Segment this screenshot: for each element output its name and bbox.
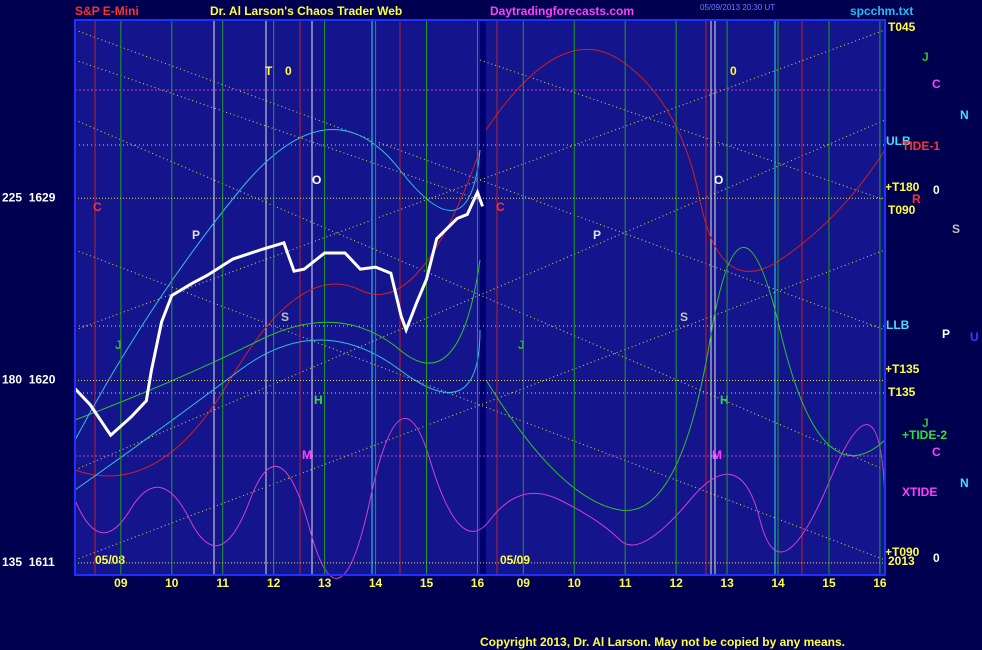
chart-title: Dr. Al Larson's Chaos Trader Web	[210, 4, 402, 18]
annotation: O	[714, 173, 723, 187]
annotation: M	[712, 448, 722, 462]
x-tick-label: 16	[471, 576, 485, 590]
price-line	[73, 188, 484, 438]
x-tick-label: 13	[720, 576, 734, 590]
side-letter: J	[922, 416, 929, 430]
x-tick-label: 16	[873, 576, 887, 590]
band-line	[74, 129, 481, 441]
oscillator	[74, 417, 886, 579]
annotation: M	[302, 448, 312, 462]
tide-line	[74, 247, 886, 512]
x-tick-label: 12	[669, 576, 683, 590]
side-letter: N	[960, 476, 969, 490]
x-tick-label: 12	[267, 576, 281, 590]
x-tick-label: 13	[318, 576, 332, 590]
annotation: H	[720, 393, 729, 407]
annotation: T	[265, 64, 273, 78]
y-tick-label: 180 1620	[2, 373, 56, 387]
level-label: +T135	[885, 362, 920, 376]
diagonal	[74, 249, 886, 561]
x-tick-label: 09	[114, 576, 128, 590]
annotation: C	[496, 200, 505, 214]
overlay-lines	[74, 20, 886, 579]
side-letter: R	[912, 192, 921, 206]
side-letter: N	[960, 108, 969, 122]
day-gap	[480, 20, 486, 575]
side-letter: 0	[933, 183, 940, 197]
side-letter: C	[932, 77, 941, 91]
x-tick-label: 10	[165, 576, 179, 590]
annotation: 0	[285, 64, 292, 78]
annotation: C	[93, 200, 102, 214]
y-tick-label: 225 1629	[2, 190, 56, 204]
annotation: S	[281, 310, 289, 324]
x-tick-label: 10	[568, 576, 582, 590]
annotation: 0	[730, 64, 737, 78]
y-tick-label: 135 1611	[2, 555, 55, 569]
annotation: J	[115, 338, 122, 352]
plot-border	[74, 19, 886, 576]
x-tick-label: 14	[369, 576, 383, 590]
level-label: +TIDE-2	[902, 428, 947, 442]
date-label: 05/08	[95, 553, 125, 567]
tide-line	[74, 48, 886, 477]
annotation: J	[518, 338, 525, 352]
level-label: TIDE-1	[902, 139, 940, 153]
level-label: LLB	[886, 318, 910, 332]
level-label: XTIDE	[902, 485, 937, 499]
side-letter: 0	[933, 551, 940, 565]
level-label: T045	[888, 20, 916, 34]
level-label: 2013	[888, 554, 915, 568]
annotation: S	[680, 310, 688, 324]
x-tick-label: 09	[517, 576, 531, 590]
x-tick-label: 11	[216, 576, 229, 590]
x-tick-label: 14	[771, 576, 785, 590]
annotation: O	[312, 173, 321, 187]
level-label: +T090	[885, 545, 920, 559]
annotation: P	[192, 228, 200, 242]
timestamp: 05/09/2013 20:30 UT	[700, 3, 775, 12]
level-label: +T180	[885, 180, 920, 194]
x-tick-label: 15	[420, 576, 434, 590]
side-letter: P	[942, 327, 950, 341]
side-letter: U	[970, 330, 979, 344]
side-letter: J	[922, 50, 929, 64]
date-label: 05/09	[500, 553, 530, 567]
level-label: T135	[888, 385, 916, 399]
file-name: spcchm.txt	[850, 4, 913, 18]
site: Daytradingforecasts.com	[490, 4, 634, 18]
side-letter: C	[932, 445, 941, 459]
level-label: ULB	[886, 134, 911, 148]
diagonal	[74, 249, 886, 561]
x-tick-label: 11	[619, 576, 632, 590]
copyright: Copyright 2013, Dr. Al Larson. May not b…	[480, 635, 845, 649]
annotation: P	[593, 228, 601, 242]
x-tick-label: 15	[822, 576, 836, 590]
band-line	[74, 329, 481, 491]
symbol: S&P E-Mini	[75, 4, 139, 18]
annotation: H	[314, 393, 323, 407]
level-label: T090	[888, 203, 916, 217]
side-letter: S	[952, 222, 960, 236]
